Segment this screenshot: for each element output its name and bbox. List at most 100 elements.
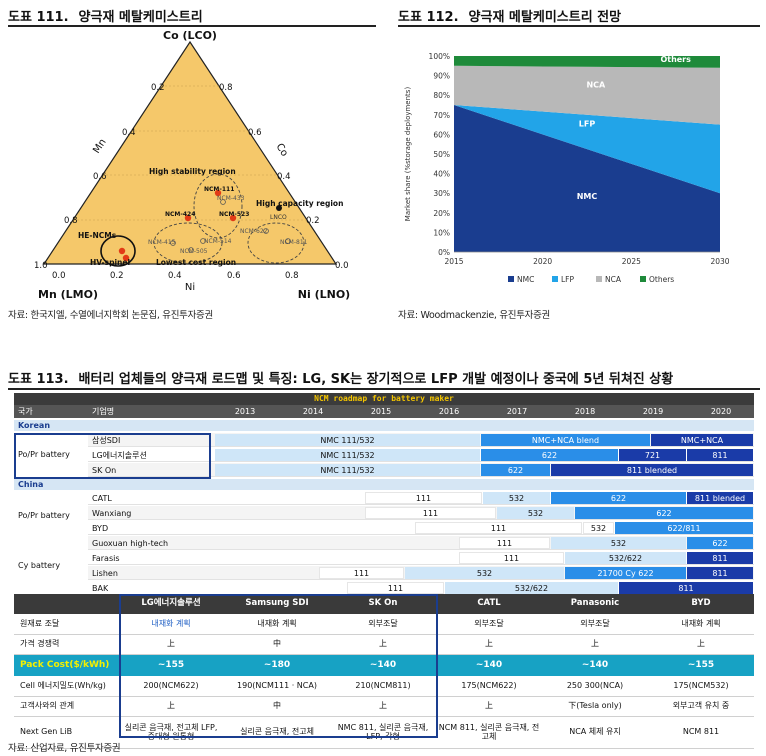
roadmap-bar-sk1: NMC 111/532 bbox=[215, 464, 480, 476]
legend-swatch-nca bbox=[596, 276, 602, 282]
label-ncm505: NCM-505 bbox=[180, 248, 208, 255]
roadmap-bar-gx2: 532 bbox=[551, 537, 686, 549]
company-3: CATL bbox=[92, 493, 112, 503]
table-cell: NCM 811 bbox=[648, 716, 754, 749]
korean-pover-label: Po/Pr battery bbox=[18, 449, 70, 459]
fig111-rule bbox=[8, 25, 376, 27]
table-header-0 bbox=[14, 594, 118, 614]
label-lnco: LNCO bbox=[270, 214, 287, 221]
tick-l3: 0.4 bbox=[122, 128, 136, 138]
roadmap-bar-byd1: 111 bbox=[415, 522, 582, 534]
area-label-nmc: NMC bbox=[577, 192, 598, 201]
roadmap-bar-lg1: NMC 111/532 bbox=[215, 449, 480, 461]
xtick-2: 2025 bbox=[622, 257, 641, 266]
china-band bbox=[14, 479, 754, 490]
legend-swatch-lfp bbox=[552, 276, 558, 282]
table-cell: ~140 bbox=[542, 654, 648, 676]
company-0: 삼성SDI bbox=[92, 435, 121, 445]
table-header-4: CATL bbox=[436, 594, 542, 614]
area-others bbox=[454, 56, 720, 68]
legend-swatch-others bbox=[640, 276, 646, 282]
table-row-header: 원재료 조달 bbox=[14, 614, 118, 635]
korean-highlight-box bbox=[14, 433, 211, 479]
company-9: BAK bbox=[92, 583, 109, 593]
label-ncm811: NCM-811 bbox=[280, 239, 308, 246]
table-row-header: Next Gen LiB bbox=[14, 716, 118, 749]
table-cell: 下(Tesla only) bbox=[542, 696, 648, 717]
area-nmc bbox=[454, 105, 720, 252]
roadmap-bar-bak3: 811 bbox=[619, 582, 753, 594]
fig112-title: 도표 112. 양극재 메탈케미스트리 전망 bbox=[398, 6, 621, 25]
year-2018: 2018 bbox=[574, 407, 596, 416]
fig111-heading: 양극재 메탈케미스트리 bbox=[78, 10, 203, 25]
area-label-nca: NCA bbox=[586, 80, 606, 89]
table-cell: 中 bbox=[224, 696, 330, 717]
year-2019: 2019 bbox=[642, 407, 664, 416]
axis-left-label: Mn (LMO) bbox=[38, 288, 98, 301]
tick-r0: 0.0 bbox=[335, 261, 349, 271]
roadmap-bar-li2: 532 bbox=[405, 567, 564, 579]
table-cell: 上 bbox=[648, 634, 754, 655]
table-cell: 외부고객 유치 중 bbox=[648, 696, 754, 717]
point-ncm523 bbox=[229, 214, 237, 222]
legend-label-nca: NCA bbox=[605, 275, 622, 284]
year-2014: 2014 bbox=[302, 407, 324, 416]
table-cell: 上 bbox=[436, 634, 542, 655]
fig113-rule bbox=[8, 388, 760, 390]
tick-l4: 0.2 bbox=[151, 83, 165, 93]
ytick-7: 70% bbox=[433, 111, 450, 120]
year-2020: 2020 bbox=[710, 407, 732, 416]
table-cell: 上 bbox=[330, 696, 436, 717]
table-cell: ~180 bbox=[224, 654, 330, 676]
tick-l2: 0.6 bbox=[93, 172, 107, 182]
table-cell: 외부조달 bbox=[542, 614, 648, 635]
table-cell: NCM 811, 실리콘 음극재, 전고체 bbox=[436, 716, 542, 749]
ytick-5: 50% bbox=[433, 150, 450, 159]
legend-label-lfp: LFP bbox=[561, 275, 574, 284]
roadmap-bar-fa2: 532/622 bbox=[565, 552, 686, 564]
table-row-header: Pack Cost($/kWh) bbox=[14, 654, 118, 676]
table-cell: ~155 bbox=[648, 654, 754, 676]
table-cell: 上 bbox=[118, 696, 224, 717]
left-ticks: 1.0 0.8 0.6 0.4 0.2 bbox=[34, 83, 165, 271]
roadmap-bar-sdi3: NMC+NCA bbox=[651, 434, 753, 446]
point-ncm424 bbox=[184, 214, 192, 222]
table-row: 원재료 조달 내재화 계획 내재화 계획 외부조달 외부조달 외부조달 내재화 계획 bbox=[14, 614, 754, 635]
label-ncm111: NCM-111 bbox=[204, 186, 234, 193]
year-2017: 2017 bbox=[506, 407, 528, 416]
y-axis-label: Market share (%storage deployments) bbox=[404, 87, 412, 222]
stability-region-label: High stability region bbox=[149, 167, 236, 176]
table-cell: 上 bbox=[118, 634, 224, 655]
table-cell: NCA 체제 유지 bbox=[542, 716, 648, 749]
table-cell: 175(NCM532) bbox=[648, 676, 754, 697]
right-ticks: 0.0 0.2 0.4 0.6 0.8 bbox=[219, 83, 349, 271]
table-row-header: 가격 경쟁력 bbox=[14, 634, 118, 655]
tick-l0: 1.0 bbox=[34, 261, 48, 271]
roadmap-bar-catl1: 111 bbox=[365, 492, 482, 504]
fig112-number: 도표 112. bbox=[398, 10, 459, 25]
legend-label-nmc: NMC bbox=[517, 275, 534, 284]
point-labels: NCM-111 NCM-433 NCM-424 NCM-523 NCM-622 … bbox=[148, 186, 308, 255]
korean-band bbox=[14, 420, 754, 431]
ncm-points bbox=[118, 189, 282, 262]
label-ncm622: NCM-622 bbox=[240, 228, 268, 235]
table-cell: 210(NCM811) bbox=[330, 676, 436, 697]
label-ncm514: NCM-514 bbox=[204, 238, 232, 245]
xtick-0: 2015 bbox=[444, 257, 463, 266]
table-header-3: SK On bbox=[330, 594, 436, 614]
axis-top-label: Co (LCO) bbox=[163, 29, 217, 42]
mn-side-label: Mn bbox=[91, 137, 108, 156]
ytick-0: 0% bbox=[438, 248, 450, 257]
table-cell: 외부조달 bbox=[436, 614, 542, 635]
point-he2 bbox=[122, 254, 130, 262]
roadmap-bar-catl2: 532 bbox=[483, 492, 550, 504]
cost-region-label: Lowest cost region bbox=[156, 258, 236, 267]
table-cell: 외부조달 bbox=[330, 614, 436, 635]
tick-b3: 0.6 bbox=[227, 271, 241, 281]
company-6: Guoxuan high-tech bbox=[92, 538, 169, 548]
tick-r2: 0.4 bbox=[277, 172, 291, 182]
col-company: 기업명 bbox=[92, 407, 115, 416]
he-region-outline bbox=[100, 235, 136, 267]
tick-r1: 0.2 bbox=[306, 216, 320, 226]
tick-b2: 0.4 bbox=[168, 271, 182, 281]
